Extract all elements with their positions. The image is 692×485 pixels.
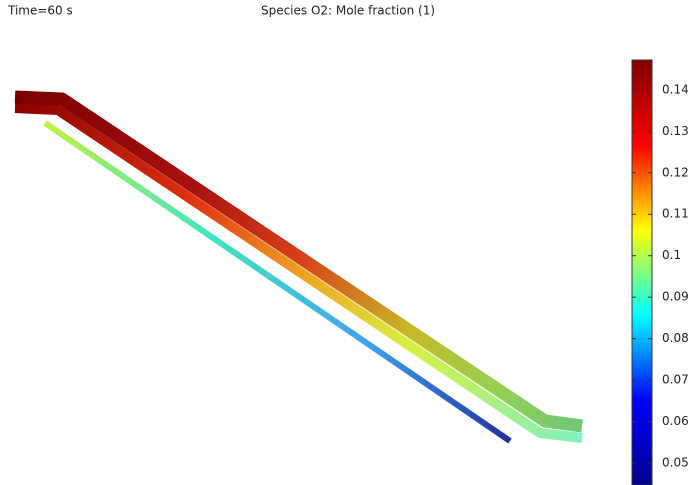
colorbar-tick-label: 0.12 [662,165,689,179]
channel-bottom [45,123,510,441]
colorbar-tick-label: 0.11 [662,207,689,221]
colorbar-tick-label: 0.08 [662,331,689,345]
colorbar-tick-label: 0.1 [662,248,681,262]
time-label: Time=60 s [7,4,73,18]
colorbar-tick-label: 0.14 [662,82,689,96]
geometry [15,97,582,441]
chart: Time=60 s Species O2: Mole fraction (1) … [0,0,692,485]
colorbar-tick-label: 0.05 [662,456,689,470]
channel-upper [15,97,582,426]
colorbar-tick-label: 0.06 [662,414,689,428]
chart-title: Species O2: Mole fraction (1) [261,4,435,18]
colorbar-tick-label: 0.09 [662,290,689,304]
colorbar-tick-label: 0.13 [662,124,689,138]
colorbar-tick-label: 0.07 [662,373,689,387]
